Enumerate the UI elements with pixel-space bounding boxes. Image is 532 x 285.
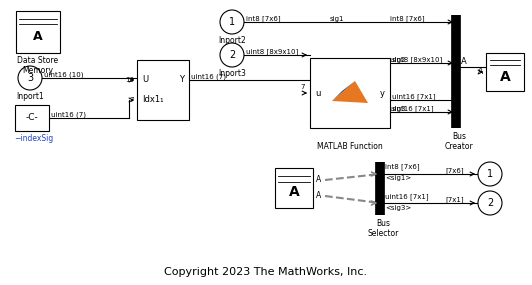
Text: uint16 (7): uint16 (7) — [191, 74, 226, 80]
Text: [7x1]: [7x1] — [445, 197, 463, 203]
Text: 7: 7 — [129, 97, 134, 103]
Text: [7x6]: [7x6] — [445, 168, 463, 174]
Text: A: A — [316, 192, 321, 201]
Text: MATLAB Function: MATLAB Function — [317, 142, 383, 151]
Text: <sig3>: <sig3> — [385, 205, 411, 211]
Bar — [275, 168, 313, 208]
Text: sig1: sig1 — [330, 16, 345, 22]
Circle shape — [478, 191, 502, 215]
Text: −indexSig: −indexSig — [14, 134, 54, 143]
Bar — [16, 11, 60, 53]
Text: int8 [7x6]: int8 [7x6] — [385, 164, 420, 170]
Text: A: A — [500, 70, 510, 84]
Text: <sig1>: <sig1> — [385, 175, 411, 181]
Text: Bus
Creator: Bus Creator — [445, 132, 473, 151]
Text: Y: Y — [179, 76, 184, 84]
Text: A: A — [478, 68, 483, 76]
Text: 3: 3 — [27, 73, 33, 83]
Polygon shape — [332, 81, 368, 103]
Text: A: A — [33, 30, 43, 42]
Text: U: U — [142, 76, 148, 84]
Text: Bus
Selector: Bus Selector — [367, 219, 398, 238]
Circle shape — [220, 10, 244, 34]
Text: uint16 (7): uint16 (7) — [51, 112, 86, 118]
Text: int8 [7x6]: int8 [7x6] — [246, 16, 280, 23]
Polygon shape — [332, 81, 355, 101]
Text: 2: 2 — [229, 50, 235, 60]
Text: uint16 (10): uint16 (10) — [44, 72, 84, 78]
Text: 10: 10 — [125, 77, 134, 83]
Text: uint8 [8x9x10]: uint8 [8x9x10] — [246, 49, 298, 55]
Text: uint16 [7x1]: uint16 [7x1] — [385, 194, 429, 200]
Text: Inport3: Inport3 — [218, 69, 246, 78]
Text: 1: 1 — [487, 169, 493, 179]
Text: 2: 2 — [487, 198, 493, 208]
Text: sig2: sig2 — [392, 57, 406, 63]
Text: -C-: -C- — [26, 113, 38, 123]
Bar — [137, 60, 189, 120]
Circle shape — [478, 162, 502, 186]
Text: Inport2: Inport2 — [218, 36, 246, 45]
Text: Idx1₁: Idx1₁ — [142, 95, 163, 105]
Text: A: A — [316, 176, 321, 184]
Text: uint16 [7x1]: uint16 [7x1] — [392, 94, 436, 100]
Text: Copyright 2023 The MathWorks, Inc.: Copyright 2023 The MathWorks, Inc. — [164, 267, 368, 277]
Circle shape — [18, 66, 42, 90]
Text: sig3: sig3 — [392, 106, 406, 112]
Text: A: A — [461, 57, 467, 66]
Bar — [310, 58, 390, 128]
Circle shape — [220, 43, 244, 67]
Text: uint8 [8x9x10]: uint8 [8x9x10] — [390, 57, 442, 63]
Text: y: y — [380, 89, 385, 97]
Text: Data Store
Memory: Data Store Memory — [18, 56, 59, 76]
Bar — [486, 53, 524, 91]
Text: 7: 7 — [300, 84, 304, 90]
Text: 1: 1 — [229, 17, 235, 27]
Bar — [15, 105, 49, 131]
Text: Inport1: Inport1 — [16, 92, 44, 101]
Text: u: u — [315, 89, 320, 97]
Text: A: A — [289, 185, 300, 199]
Text: int8 [7x6]: int8 [7x6] — [390, 16, 425, 23]
Text: uint16 [7x1]: uint16 [7x1] — [390, 106, 434, 112]
